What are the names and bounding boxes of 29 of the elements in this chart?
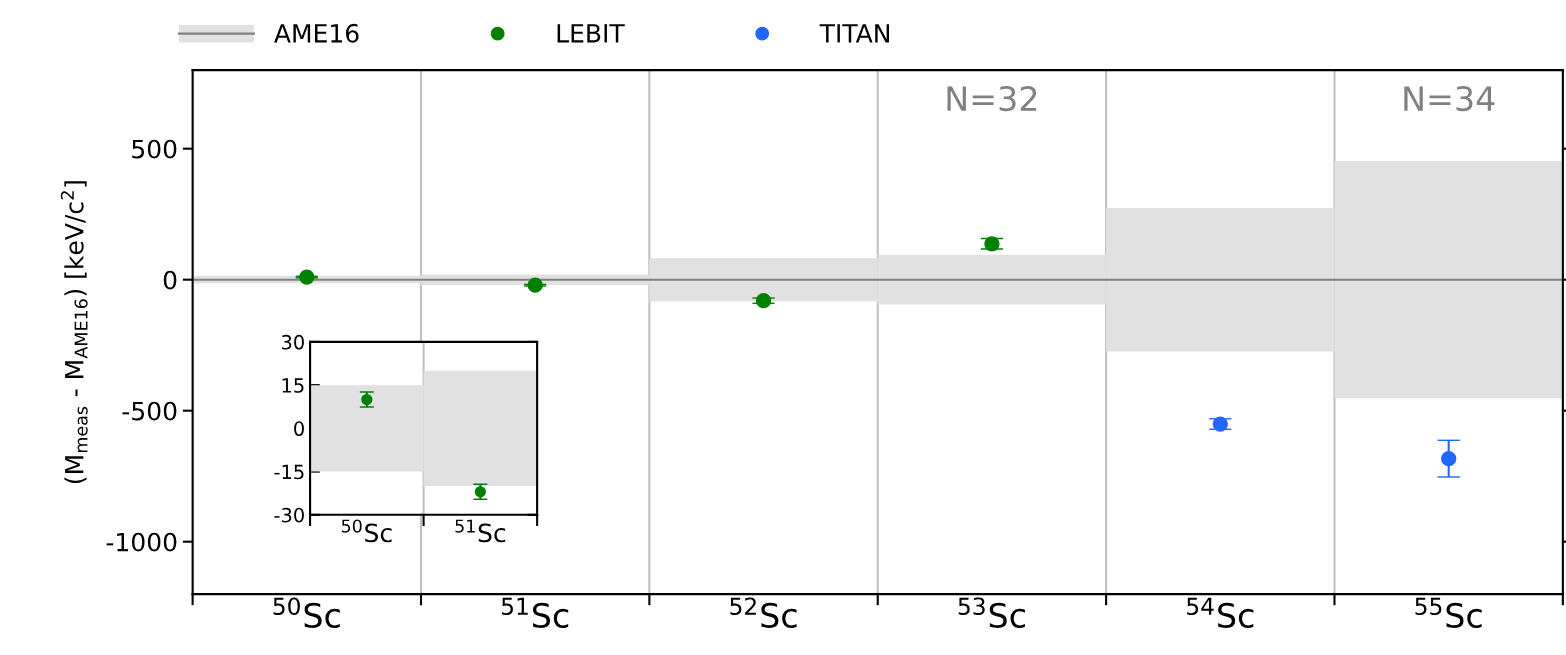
annotation: N=32	[947, 85, 1037, 112]
point	[299, 269, 315, 285]
point	[1212, 416, 1228, 432]
y-tick-label: -1000	[106, 532, 177, 552]
y-tick-label: -15	[274, 464, 304, 480]
point	[1441, 450, 1457, 467]
x-tick-label: $^{53}$Sc	[958, 597, 1025, 628]
y-tick-label: 0	[163, 270, 177, 290]
y-tick-label: 30	[281, 334, 304, 350]
y-tick-label: 15	[282, 378, 304, 393]
point	[755, 293, 772, 309]
x-tick-label: $^{52}$Sc	[730, 597, 797, 628]
y-tick-label: -500	[122, 401, 177, 421]
x-tick-label: $^{55}$Sc	[1415, 597, 1482, 628]
y-tick-label: 500	[132, 139, 177, 159]
y-tick-label: 0	[294, 421, 304, 437]
x-tick-label: $^{51}$Sc	[501, 597, 569, 628]
y-tick-label: -30	[274, 507, 304, 523]
legend-label: TITAN	[819, 24, 890, 43]
x-tick-label: $^{50}$Sc	[273, 597, 340, 628]
y-axis-title: (M$_{meas}$ - M$_{AME16}$) [keV/c$^{2}$]	[60, 181, 88, 484]
point	[984, 236, 1000, 252]
point	[527, 277, 543, 293]
x-tick-label: $^{54}$Sc	[1187, 597, 1254, 628]
x-tick-label: $^{51}$Sc	[455, 519, 506, 543]
x-tick-label: $^{50}$Sc	[341, 519, 392, 543]
legend-label: LEBIT	[557, 24, 625, 43]
annotation: N=34	[1404, 85, 1495, 112]
legend-label: AME16	[274, 23, 359, 43]
